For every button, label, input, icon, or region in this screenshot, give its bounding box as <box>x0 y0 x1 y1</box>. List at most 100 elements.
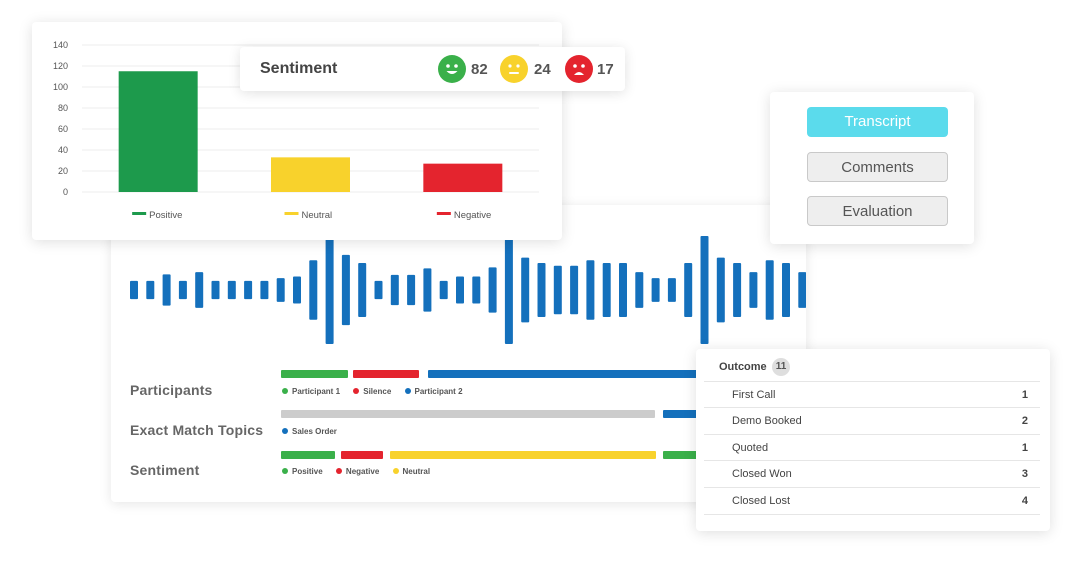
outcome-row-closed-won[interactable]: Closed Won 3 <box>704 460 1040 487</box>
silence-segment[interactable] <box>353 370 419 378</box>
legend-dot <box>282 427 288 434</box>
outcome-value: 4 <box>1021 495 1028 507</box>
waveform-bar <box>439 280 448 300</box>
bar-positive[interactable] <box>118 71 198 192</box>
waveform-bar <box>325 236 334 344</box>
waveform-bar <box>260 280 269 300</box>
neutral-segment[interactable] <box>390 451 656 459</box>
exact-match-topics-label: Exact Match Topics <box>130 422 264 438</box>
waveform-bar <box>227 280 236 300</box>
y-tick-label: 40 <box>58 145 68 155</box>
outcome-name: Demo Booked <box>732 415 802 427</box>
waveform-bar <box>749 272 758 308</box>
outcome-row-closed-lost[interactable]: Closed Lost 4 <box>704 487 1040 515</box>
y-tick-label: 140 <box>53 40 68 50</box>
waveform-bar <box>162 274 171 306</box>
waveform-bar <box>276 278 285 302</box>
legend-dot <box>353 387 360 394</box>
waveform-bar <box>586 260 595 320</box>
participant-2-segment[interactable] <box>428 370 806 378</box>
legend-label: Negative <box>454 210 492 221</box>
participants-label: Participants <box>130 382 213 398</box>
sentiment-summary: Sentiment 82 24 17 <box>240 47 625 91</box>
legend-negative: Negative <box>345 467 380 477</box>
y-tick-label: 120 <box>53 61 68 71</box>
waveform-bar <box>684 263 693 317</box>
outcome-name: Closed Lost <box>732 495 791 507</box>
waveform-bar <box>619 263 627 317</box>
y-tick-label: 0 <box>63 187 68 197</box>
legend-item-negative: Negative <box>436 210 492 221</box>
outcome-value: 3 <box>1021 468 1028 480</box>
sentiment-bar-chart: 0 20 40 60 80 100 120 140 Positive Neutral Negativ… <box>53 40 539 221</box>
waveform-bar <box>195 272 204 308</box>
legend-label: Positive <box>149 210 182 221</box>
neutral-count: 24 <box>534 61 551 78</box>
negative-face-icon <box>565 55 593 83</box>
topic-track-background <box>281 410 655 418</box>
outcome-name: First Call <box>732 389 776 401</box>
participants-legend: Participant 1 Silence Participant 2 <box>282 387 474 396</box>
waveform-bar <box>309 260 318 320</box>
waveform-bar <box>130 280 138 300</box>
legend-participant-2: Participant 2 <box>414 387 463 397</box>
participant-1-segment[interactable] <box>281 370 348 378</box>
waveform-bar <box>211 280 220 300</box>
legend-swatch <box>436 212 451 215</box>
outcome-count-badge: 11 <box>772 358 790 376</box>
waveform-bar <box>667 278 676 302</box>
bar-negative[interactable] <box>423 163 503 192</box>
sentiment-title: Sentiment <box>260 60 338 77</box>
neutral-face-icon <box>500 55 528 83</box>
legend-participant-1: Participant 1 <box>292 387 341 397</box>
y-tick-label: 60 <box>58 124 68 134</box>
waveform-bar <box>504 236 513 344</box>
waveform-bar <box>456 276 464 304</box>
positive-face-icon <box>438 55 466 83</box>
legend-swatch <box>284 212 299 215</box>
topics-legend: Sales Order <box>282 427 348 436</box>
outcome-name: Closed Won <box>732 468 792 480</box>
legend-silence: Silence <box>363 387 392 397</box>
comments-tab[interactable]: Comments <box>807 152 948 182</box>
legend-label: Neutral <box>302 210 333 221</box>
outcome-name: Quoted <box>732 442 769 454</box>
legend-dot <box>282 387 288 394</box>
evaluation-tab[interactable]: Evaluation <box>807 196 948 226</box>
waveform-bar <box>178 280 187 300</box>
waveform-bar <box>423 268 432 312</box>
y-tick-label: 20 <box>58 166 68 176</box>
legend-sales-order: Sales Order <box>292 427 337 437</box>
audio-waveform[interactable] <box>111 205 806 365</box>
waveform-bar <box>146 280 155 300</box>
outcome-row-first-call[interactable]: First Call 1 <box>704 381 1040 408</box>
waveform-bar <box>782 263 790 317</box>
waveform-bar <box>537 263 546 317</box>
legend-item-positive: Positive <box>132 210 182 221</box>
sentiment-legend: Positive Negative Neutral <box>282 467 441 476</box>
waveform-bar <box>570 265 579 315</box>
waveform-bar <box>407 274 416 306</box>
waveform-bar <box>472 276 481 304</box>
waveform-bar <box>341 254 350 326</box>
waveform-bar <box>716 257 725 323</box>
waveform-bar <box>700 236 709 344</box>
waveform-bar <box>553 265 562 315</box>
negative-segment[interactable] <box>341 451 383 459</box>
outcome-row-quoted[interactable]: Quoted 1 <box>704 434 1040 461</box>
waveform-bar <box>635 272 644 308</box>
legend-neutral: Neutral <box>402 467 431 477</box>
positive-segment[interactable] <box>281 451 335 459</box>
waveform-bar <box>798 272 806 308</box>
negative-count: 17 <box>597 61 614 78</box>
waveform-bar <box>390 274 399 306</box>
positive-count: 82 <box>471 61 488 78</box>
y-tick-label: 100 <box>53 82 68 92</box>
transcript-tab[interactable]: Transcript <box>807 107 948 137</box>
legend-dot <box>404 387 411 394</box>
outcome-row-demo-booked[interactable]: Demo Booked 2 <box>704 407 1040 434</box>
outcome-value: 2 <box>1021 415 1028 427</box>
bar-neutral[interactable] <box>271 157 350 192</box>
outcome-value: 1 <box>1021 442 1028 454</box>
waveform-bar <box>602 263 611 317</box>
